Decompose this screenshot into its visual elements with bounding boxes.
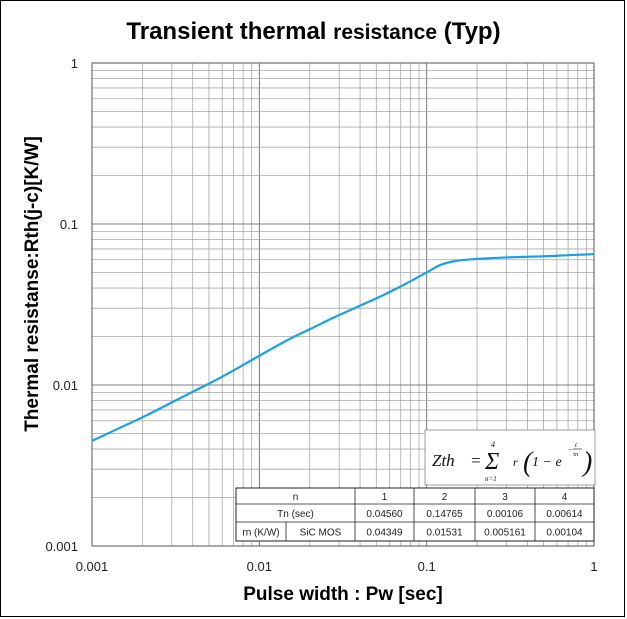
x-axis-label: Pulse width : Pw [sec] [243,584,443,605]
formula-bracket-left: ( [523,447,534,478]
formula-equals: = [470,451,481,470]
y-tick-label: 0.1 [60,217,78,232]
formula-term: r [513,455,518,469]
table-r-value: 0.01531 [426,528,463,539]
table-header-label: n [293,492,299,503]
table-col-header: 4 [562,492,568,503]
table-tau-value: 0.00106 [487,509,524,520]
formula-exponent-den: τn [573,452,578,458]
table-r-sublabel: SiC MOS [300,528,342,539]
table-col-header: 2 [442,492,448,503]
x-tick-label: 0.001 [76,559,109,574]
formula-exponent-sign: − [568,445,573,454]
formula-sigma: Σ [484,449,499,475]
parameter-table: n 1 2 3 4 Tn (sec) 0.04560 0.14765 0.00106 0.0061… [235,487,595,542]
formula-exponent-num: t [575,441,578,449]
y-tick-label: 1 [71,56,78,71]
plot-border [91,62,595,547]
formula-bracket-right: ) [581,447,592,478]
x-tick-label: 1 [590,559,597,574]
table-r-value: 0.00104 [546,528,583,539]
y-tick-label: 0.01 [53,378,78,393]
table-tau-value: 0.00614 [546,509,583,520]
table-tau-value: 0.14765 [426,509,463,520]
table-col-header: 3 [502,492,508,503]
x-tick-label: 0.01 [247,559,272,574]
table-tau-label: Tn (sec) [277,509,314,520]
formula-sum-upper: 4 [491,440,495,449]
formula-box: Zth = Σ 4 n=1 r ( 1 − e − t τn ) [424,429,596,486]
chart-title: Transient thermal resistance (Typ) [0,18,627,46]
tick-labels: 0.001 0.01 0.1 1 0.001 0.01 0.1 1 [45,56,597,574]
x-tick-label: 0.1 [418,559,436,574]
table-bg [235,487,595,542]
table-col-header: 1 [382,492,388,503]
table-r-label: rn (K/W) [242,528,279,539]
formula-sum-lower: n=1 [485,475,497,483]
formula-lhs: Zth [432,451,455,470]
chart-title-part-1: Transient thermal [126,18,334,45]
chart-title-part-2: resistance [333,21,438,44]
formula-bracket-text: 1 − e [532,455,562,470]
chart-title-part-3: (Typ) [437,18,501,45]
series-line-zth [91,253,595,442]
y-tick-label: 0.001 [45,539,78,554]
formula-box-bg [424,429,596,486]
table-tau-value: 0.04560 [366,509,403,520]
table-r-value: 0.005161 [484,528,526,539]
table-r-value: 0.04349 [366,528,403,539]
